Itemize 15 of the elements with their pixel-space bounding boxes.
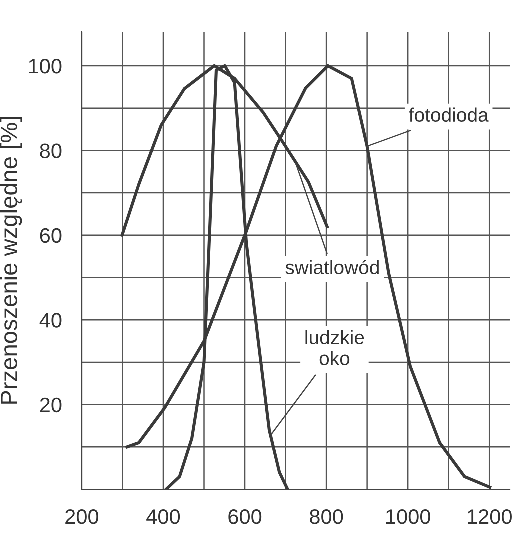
annotation: ludzkie oko	[306, 330, 364, 366]
x-tick-label: 200	[66, 510, 99, 524]
annotation: fotodioda	[409, 108, 489, 122]
x-tick-label: 1000	[386, 510, 430, 524]
y-tick-label: 80	[40, 144, 62, 158]
x-tick-label: 800	[310, 510, 344, 524]
y-tick-label: 40	[40, 313, 62, 328]
y-axis-title: Przenoszenie względne [%]	[0, 117, 22, 404]
y-tick-label: 60	[40, 228, 62, 244]
y-tick-label: 100	[29, 58, 62, 74]
x-tick-label: 400	[146, 510, 180, 524]
annotation: swiatlowód	[286, 260, 379, 275]
y-tick-label: 20	[40, 398, 62, 413]
x-tick-label: 1200	[468, 510, 512, 524]
x-tick-label: 600	[228, 510, 262, 524]
